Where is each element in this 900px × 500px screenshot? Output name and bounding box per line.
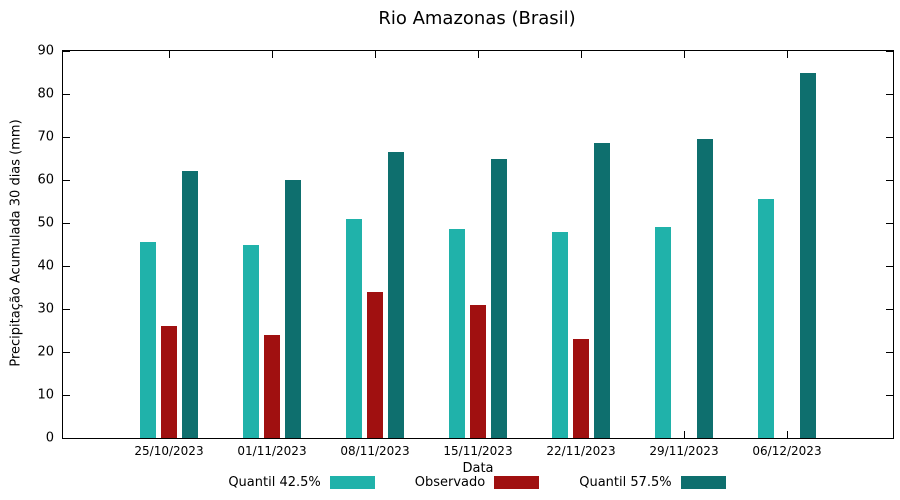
y-tick-label: 10 [37,387,54,403]
x-tick-mark [787,431,788,438]
y-tick-mark [63,137,70,138]
bar [594,143,610,438]
x-tick-mark [684,51,685,58]
bar [161,326,177,438]
legend-label: Quantil 42.5% [228,475,321,490]
bar [491,158,507,438]
y-tick-label: 50 [37,215,54,231]
x-tick-label: 01/11/2023 [237,444,307,458]
bar [367,291,383,438]
y-tick-mark [63,51,70,52]
bar [552,231,568,438]
legend: Quantil 42.5% Observado Quantil 57.5% [62,476,892,489]
x-tick-mark [169,51,170,58]
y-tick-mark [886,180,893,181]
bar [140,242,156,438]
x-tick-mark [787,51,788,58]
y-tick-mark [886,266,893,267]
legend-item: Quantil 57.5% [579,475,726,490]
y-tick-mark [886,137,893,138]
bar [449,229,465,438]
bar [800,72,816,438]
bar [655,227,671,438]
bar [264,334,280,438]
y-tick-mark [63,438,70,439]
y-tick-label: 0 [45,430,54,446]
y-tick-mark [886,309,893,310]
x-tick-label: 25/10/2023 [134,444,204,458]
y-tick-label: 60 [37,172,54,188]
y-tick-mark [886,223,893,224]
bar [285,180,301,438]
bar [243,244,259,438]
y-tick-label: 70 [37,129,54,145]
legend-label: Quantil 57.5% [579,475,672,490]
legend-item: Quantil 42.5% [228,475,375,490]
bar [346,218,362,438]
x-tick-label: 29/11/2023 [649,444,719,458]
legend-label: Observado [414,475,486,490]
chart-title: Rio Amazonas (Brasil) [378,8,576,29]
x-tick-mark [375,51,376,58]
legend-swatch [680,476,726,489]
y-tick-mark [886,352,893,353]
y-tick-mark [63,395,70,396]
y-tick-label: 30 [37,301,54,317]
legend-item: Observado [414,475,540,490]
y-tick-mark [63,223,70,224]
x-tick-label: 06/12/2023 [752,444,822,458]
bar [758,199,774,438]
legend-swatch [329,476,375,489]
y-tick-mark [886,94,893,95]
bar [182,171,198,438]
y-tick-mark [63,180,70,181]
y-tick-label: 80 [37,86,54,102]
y-tick-mark [886,395,893,396]
x-tick-mark [684,431,685,438]
y-tick-label: 40 [37,258,54,274]
bar [697,139,713,438]
y-tick-mark [886,438,893,439]
x-tick-label: 08/11/2023 [340,444,410,458]
x-tick-mark [581,51,582,58]
y-tick-mark [63,266,70,267]
plot-area: Data 0 10 20 30 40 50 60 70 80 90 25/10/2023 01/11/… [37,45,894,475]
y-tick-label: 20 [37,344,54,360]
bar [470,304,486,438]
legend-swatch [494,476,540,489]
x-tick-label: 15/11/2023 [443,444,513,458]
y-tick-mark [886,51,893,52]
y-tick-mark [63,309,70,310]
y-axis-label: Precipitação Acumulada 30 dias (mm) [8,119,24,367]
x-tick-mark [478,51,479,58]
y-tick-mark [63,94,70,95]
bar [573,339,589,438]
y-tick-mark [63,352,70,353]
x-axis-label: Data [462,461,494,476]
y-tick-label: 90 [37,43,54,59]
x-tick-mark [272,51,273,58]
x-tick-label: 22/11/2023 [546,444,616,458]
bar [388,152,404,438]
